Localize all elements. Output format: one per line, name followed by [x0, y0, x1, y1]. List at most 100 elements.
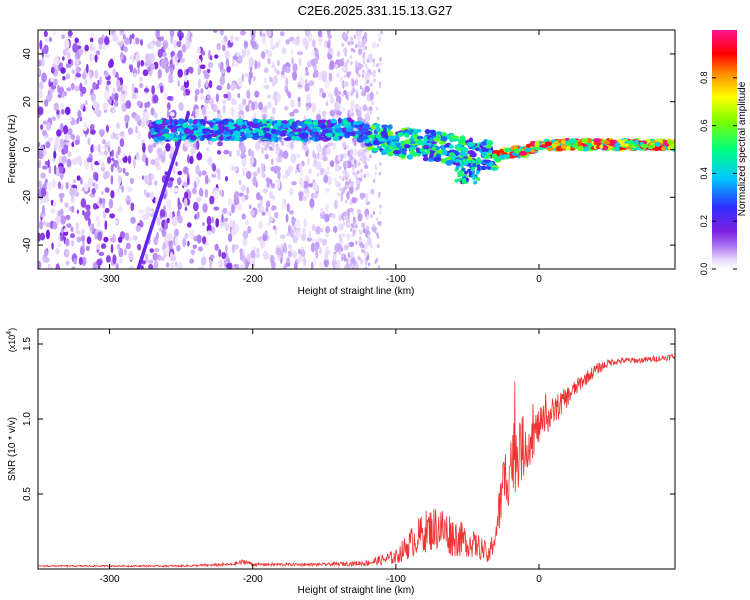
heatmap-cell	[319, 228, 324, 233]
heatmap-cell	[326, 132, 333, 138]
heatmap-cell	[280, 249, 284, 258]
heatmap-cell	[189, 155, 194, 165]
heatmap-cell	[355, 66, 359, 75]
heatmap-cell	[209, 55, 213, 61]
heatmap-cell	[159, 208, 166, 218]
heatmap-cell	[344, 185, 347, 190]
heatmap-cell	[194, 214, 197, 220]
y-tick-label: 0.5	[22, 487, 33, 501]
heatmap-cell	[146, 101, 151, 108]
heatmap-cell	[97, 219, 101, 228]
heatmap-cell	[628, 139, 634, 146]
heatmap-cell	[201, 256, 207, 266]
heatmap-cell	[305, 66, 308, 73]
heatmap-cell	[76, 236, 82, 243]
heatmap-cell	[364, 251, 368, 257]
heatmap-cell	[150, 127, 155, 134]
heatmap-cell	[98, 251, 105, 256]
heatmap-cell	[370, 188, 375, 195]
spectrogram-frame	[37, 29, 676, 270]
heatmap-cell	[341, 67, 345, 72]
heatmap-cell	[444, 143, 450, 148]
heatmap-cell	[119, 30, 125, 35]
heatmap-cell	[200, 94, 205, 101]
heatmap-cell	[259, 238, 266, 249]
heatmap-cell	[371, 147, 379, 152]
heatmap-cell	[69, 187, 75, 197]
heatmap-cell	[334, 177, 337, 183]
heatmap-cell	[281, 120, 289, 124]
heatmap-cell	[425, 149, 431, 155]
heatmap-cell	[252, 118, 258, 124]
snr-ticks: -300 -200 -100 0 0.5 1.0 1.5	[22, 329, 675, 585]
heatmap-cell	[350, 223, 354, 228]
heatmap-cell	[82, 71, 87, 80]
heatmap-cell	[283, 137, 292, 141]
heatmap-cell	[206, 216, 212, 226]
heatmap-cell	[190, 249, 196, 256]
heatmap-cell	[74, 139, 80, 146]
heatmap-cell	[360, 193, 365, 200]
heatmap-cell	[277, 179, 281, 189]
heatmap-cell	[326, 120, 331, 126]
heatmap-cell	[380, 130, 388, 137]
heatmap-cell	[326, 41, 331, 49]
heatmap-cell	[356, 170, 360, 175]
heatmap-cell	[135, 225, 142, 232]
figure-title: C2E6.2025.331.15.13.G27	[298, 3, 453, 18]
heatmap-cell	[80, 198, 87, 208]
heatmap-cell	[263, 250, 269, 260]
heatmap-cell	[248, 204, 252, 210]
heatmap-cell	[46, 196, 50, 203]
heatmap-cell	[201, 170, 207, 176]
heatmap-cell	[387, 124, 393, 130]
heatmap-cell	[273, 122, 281, 128]
heatmap-cell	[259, 30, 263, 37]
heatmap-cell	[117, 187, 120, 195]
heatmap-cell	[319, 88, 324, 93]
heatmap-cell	[175, 161, 178, 167]
heatmap-cell	[59, 138, 65, 148]
heatmap-cell	[355, 77, 358, 87]
heatmap-cell	[154, 157, 160, 162]
heatmap-cell	[264, 230, 268, 237]
heatmap-cell	[247, 148, 252, 157]
heatmap-cell	[228, 233, 233, 243]
heatmap-cell	[106, 156, 112, 164]
heatmap-cell	[348, 183, 351, 188]
heatmap-cell	[44, 53, 51, 58]
heatmap-cell	[160, 85, 163, 94]
heatmap-cell	[367, 236, 372, 246]
spectrogram-cells	[38, 30, 675, 269]
heatmap-cell	[281, 140, 285, 146]
heatmap-cell	[343, 120, 349, 125]
heatmap-cell	[189, 134, 197, 141]
heatmap-cell	[229, 125, 236, 130]
heatmap-cell	[86, 208, 91, 218]
heatmap-cell	[267, 211, 271, 217]
heatmap-cell	[58, 192, 65, 198]
heatmap-cell	[148, 130, 152, 140]
snr-x-label: Height of straight line (km)	[298, 585, 415, 596]
heatmap-cell	[307, 61, 311, 67]
heatmap-cell	[366, 66, 369, 71]
heatmap-cell	[136, 100, 142, 107]
heatmap-cell	[530, 149, 535, 153]
heatmap-cell	[372, 178, 376, 183]
heatmap-cell	[102, 171, 108, 180]
heatmap-cell	[389, 141, 396, 147]
heatmap-cell	[41, 57, 45, 67]
heatmap-cell	[252, 176, 257, 187]
heatmap-cell	[271, 61, 275, 69]
heatmap-cell	[258, 101, 263, 111]
heatmap-cell	[178, 260, 182, 269]
heatmap-cell	[274, 165, 280, 171]
heatmap-cell	[215, 93, 219, 103]
heatmap-cell	[314, 136, 320, 142]
heatmap-cell	[197, 78, 201, 89]
heatmap-cell	[76, 175, 81, 181]
heatmap-cell	[137, 67, 141, 75]
heatmap-cell	[359, 157, 362, 162]
heatmap-cell	[221, 251, 227, 260]
heatmap-cell	[245, 170, 252, 180]
